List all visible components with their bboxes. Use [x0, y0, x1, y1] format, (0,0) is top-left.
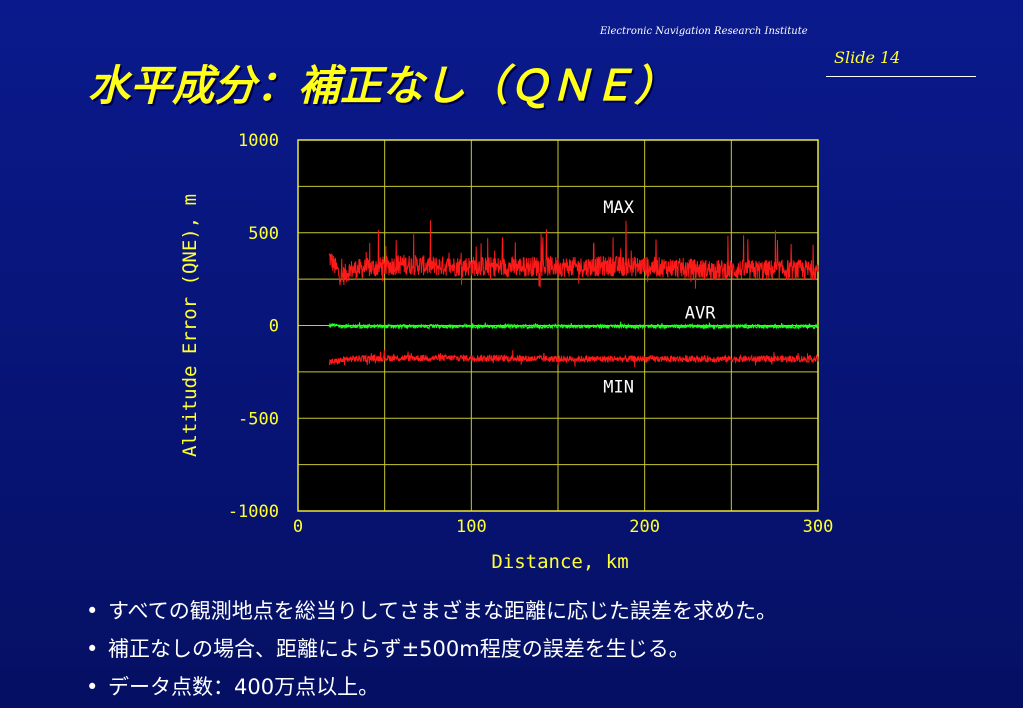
series-line-min: [328, 349, 819, 368]
x-tick-label: 0: [293, 517, 303, 537]
bullet-item: • すべての観測地点を総当りしてさまざまな距離に応じた誤差を求めた。: [86, 594, 777, 632]
series-annotation-avr: AVR: [685, 304, 716, 324]
y-tick-label: 0: [269, 317, 279, 337]
y-tick-label: -500: [238, 409, 279, 429]
x-tick-label: 300: [803, 517, 834, 537]
bullet-list: • すべての観測地点を総当りしてさまざまな距離に応じた誤差を求めた。 • 補正なしの…: [86, 594, 777, 708]
x-tick-label: 200: [629, 517, 660, 537]
bullet-item: • データ点数：400万点以上。: [86, 670, 777, 708]
slide-number-underline: [826, 76, 976, 77]
y-tick-label: 500: [248, 224, 279, 244]
series-annotation-max: MAX: [603, 198, 634, 218]
bullet-marker: •: [86, 675, 99, 699]
bullet-marker: •: [86, 599, 99, 623]
series-line-max: [328, 220, 819, 289]
slide-title: 水平成分：補正なし（ＱＮＥ）: [88, 61, 677, 110]
y-tick-label: 1000: [238, 131, 279, 151]
bullet-text: データ点数：400万点以上。: [108, 675, 380, 699]
x-tick-label: 100: [456, 517, 487, 537]
bullet-text: すべての観測地点を総当りしてさまざまな距離に応じた誤差を求めた。: [108, 599, 778, 623]
series-line-avr: [328, 321, 819, 331]
series-annotation-min: MIN: [603, 378, 634, 398]
y-axis-title: Altitude Error (QNE), m: [179, 194, 201, 457]
institute-name: Electronic Navigation Research Institute: [600, 26, 808, 37]
bullet-item: • 補正なしの場合、距離によらず±500m程度の誤差を生じる。: [86, 632, 777, 670]
bullet-text: 補正なしの場合、距離によらず±500m程度の誤差を生じる。: [108, 637, 690, 661]
bullet-marker: •: [86, 637, 99, 661]
slide-number: Slide 14: [834, 48, 901, 67]
y-tick-label: -1000: [228, 502, 279, 522]
x-axis-title: Distance, km: [491, 551, 628, 573]
